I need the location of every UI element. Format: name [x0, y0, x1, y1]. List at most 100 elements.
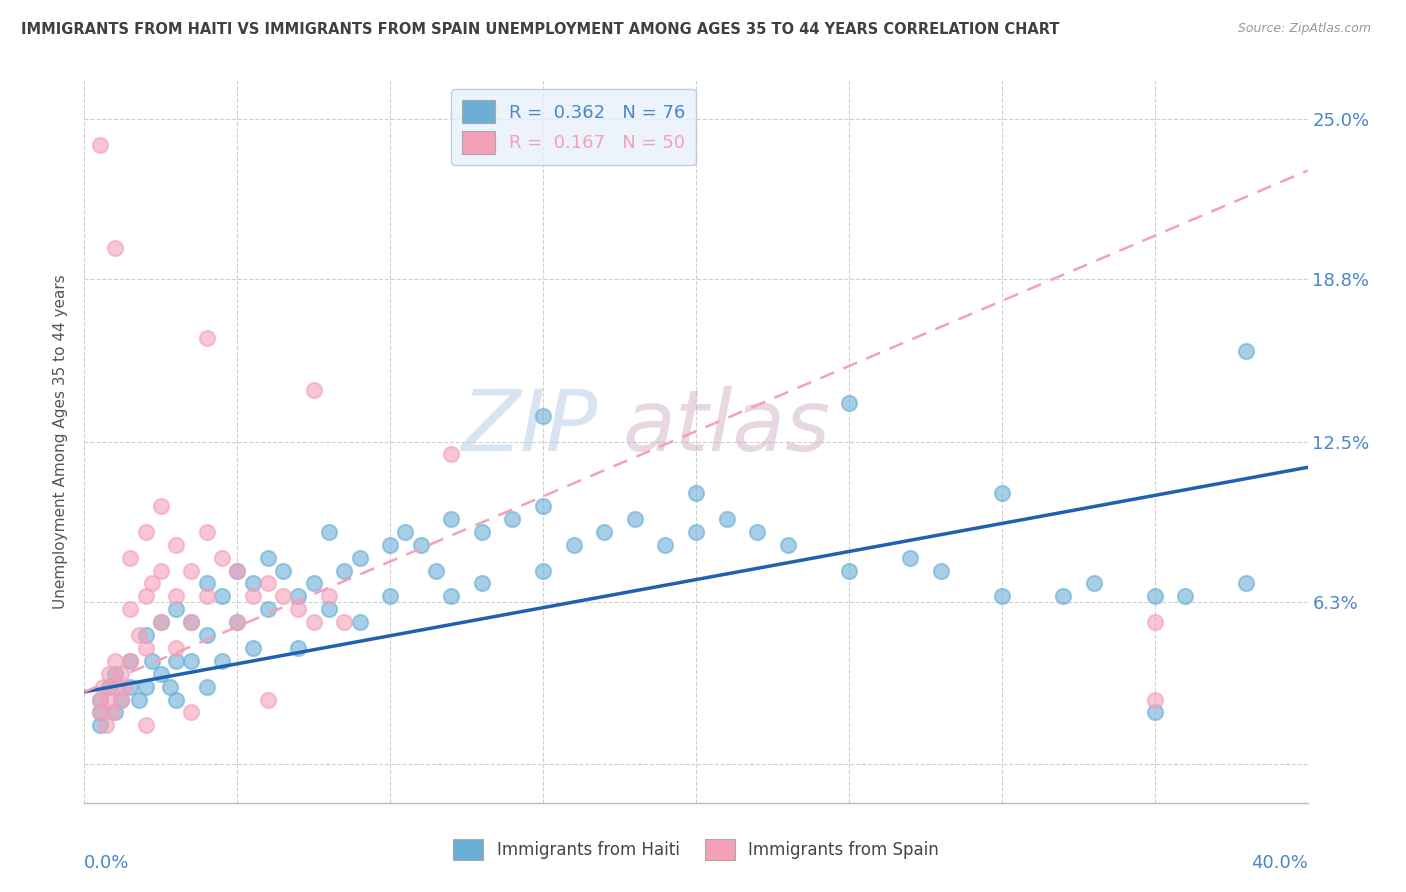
- Point: [120, 654, 142, 668]
- Point: [380, 590, 402, 604]
- Point: [1143, 692, 1166, 706]
- Point: [104, 706, 127, 720]
- Point: [318, 524, 340, 539]
- Point: [104, 241, 127, 255]
- Point: [180, 615, 202, 630]
- Point: [211, 550, 233, 565]
- Point: [287, 640, 309, 655]
- Point: [471, 576, 494, 591]
- Point: [257, 576, 280, 591]
- Text: ZIP: ZIP: [461, 385, 598, 468]
- Point: [349, 615, 371, 630]
- Point: [226, 615, 249, 630]
- Point: [101, 706, 124, 720]
- Point: [135, 718, 157, 732]
- Point: [89, 706, 111, 720]
- Point: [89, 692, 111, 706]
- Point: [104, 666, 127, 681]
- Text: Source: ZipAtlas.com: Source: ZipAtlas.com: [1237, 22, 1371, 36]
- Point: [242, 590, 264, 604]
- Point: [226, 615, 249, 630]
- Point: [97, 680, 120, 694]
- Point: [349, 550, 371, 565]
- Point: [242, 640, 264, 655]
- Point: [318, 590, 340, 604]
- Point: [89, 692, 111, 706]
- Point: [149, 615, 172, 630]
- Point: [1083, 576, 1105, 591]
- Point: [898, 550, 921, 565]
- Point: [149, 615, 172, 630]
- Point: [838, 396, 860, 410]
- Point: [211, 590, 233, 604]
- Point: [180, 615, 202, 630]
- Point: [141, 576, 163, 591]
- Point: [165, 590, 187, 604]
- Point: [91, 680, 114, 694]
- Point: [110, 692, 132, 706]
- Point: [409, 538, 432, 552]
- Point: [562, 538, 585, 552]
- Point: [716, 512, 738, 526]
- Point: [1143, 590, 1166, 604]
- Point: [380, 538, 402, 552]
- Y-axis label: Unemployment Among Ages 35 to 44 years: Unemployment Among Ages 35 to 44 years: [53, 274, 69, 609]
- Point: [180, 706, 202, 720]
- Point: [257, 692, 280, 706]
- Point: [1174, 590, 1197, 604]
- Point: [135, 640, 157, 655]
- Point: [180, 564, 202, 578]
- Point: [135, 590, 157, 604]
- Text: 0.0%: 0.0%: [84, 855, 129, 872]
- Point: [776, 538, 799, 552]
- Point: [128, 692, 150, 706]
- Point: [135, 680, 157, 694]
- Point: [440, 447, 463, 461]
- Legend: Immigrants from Haiti, Immigrants from Spain: Immigrants from Haiti, Immigrants from S…: [447, 832, 945, 867]
- Point: [624, 512, 647, 526]
- Point: [120, 602, 142, 616]
- Point: [271, 564, 294, 578]
- Point: [135, 524, 157, 539]
- Point: [195, 590, 218, 604]
- Point: [333, 564, 356, 578]
- Text: atlas: atlas: [623, 385, 831, 468]
- Point: [89, 718, 111, 732]
- Point: [1143, 706, 1166, 720]
- Point: [394, 524, 416, 539]
- Point: [531, 409, 554, 423]
- Point: [128, 628, 150, 642]
- Point: [685, 486, 707, 500]
- Point: [149, 564, 172, 578]
- Point: [195, 524, 218, 539]
- Point: [104, 654, 127, 668]
- Point: [502, 512, 524, 526]
- Point: [180, 654, 202, 668]
- Point: [159, 680, 181, 694]
- Point: [1052, 590, 1074, 604]
- Point: [257, 550, 280, 565]
- Point: [287, 602, 309, 616]
- Point: [226, 564, 249, 578]
- Point: [333, 615, 356, 630]
- Point: [440, 512, 463, 526]
- Point: [94, 718, 117, 732]
- Point: [991, 590, 1014, 604]
- Point: [440, 590, 463, 604]
- Point: [1236, 344, 1258, 359]
- Point: [149, 666, 172, 681]
- Point: [141, 654, 163, 668]
- Point: [425, 564, 447, 578]
- Point: [929, 564, 952, 578]
- Point: [165, 692, 187, 706]
- Point: [257, 602, 280, 616]
- Point: [195, 331, 218, 345]
- Point: [165, 654, 187, 668]
- Point: [838, 564, 860, 578]
- Point: [654, 538, 676, 552]
- Point: [120, 680, 142, 694]
- Text: 40.0%: 40.0%: [1251, 855, 1308, 872]
- Point: [120, 654, 142, 668]
- Point: [318, 602, 340, 616]
- Point: [112, 680, 135, 694]
